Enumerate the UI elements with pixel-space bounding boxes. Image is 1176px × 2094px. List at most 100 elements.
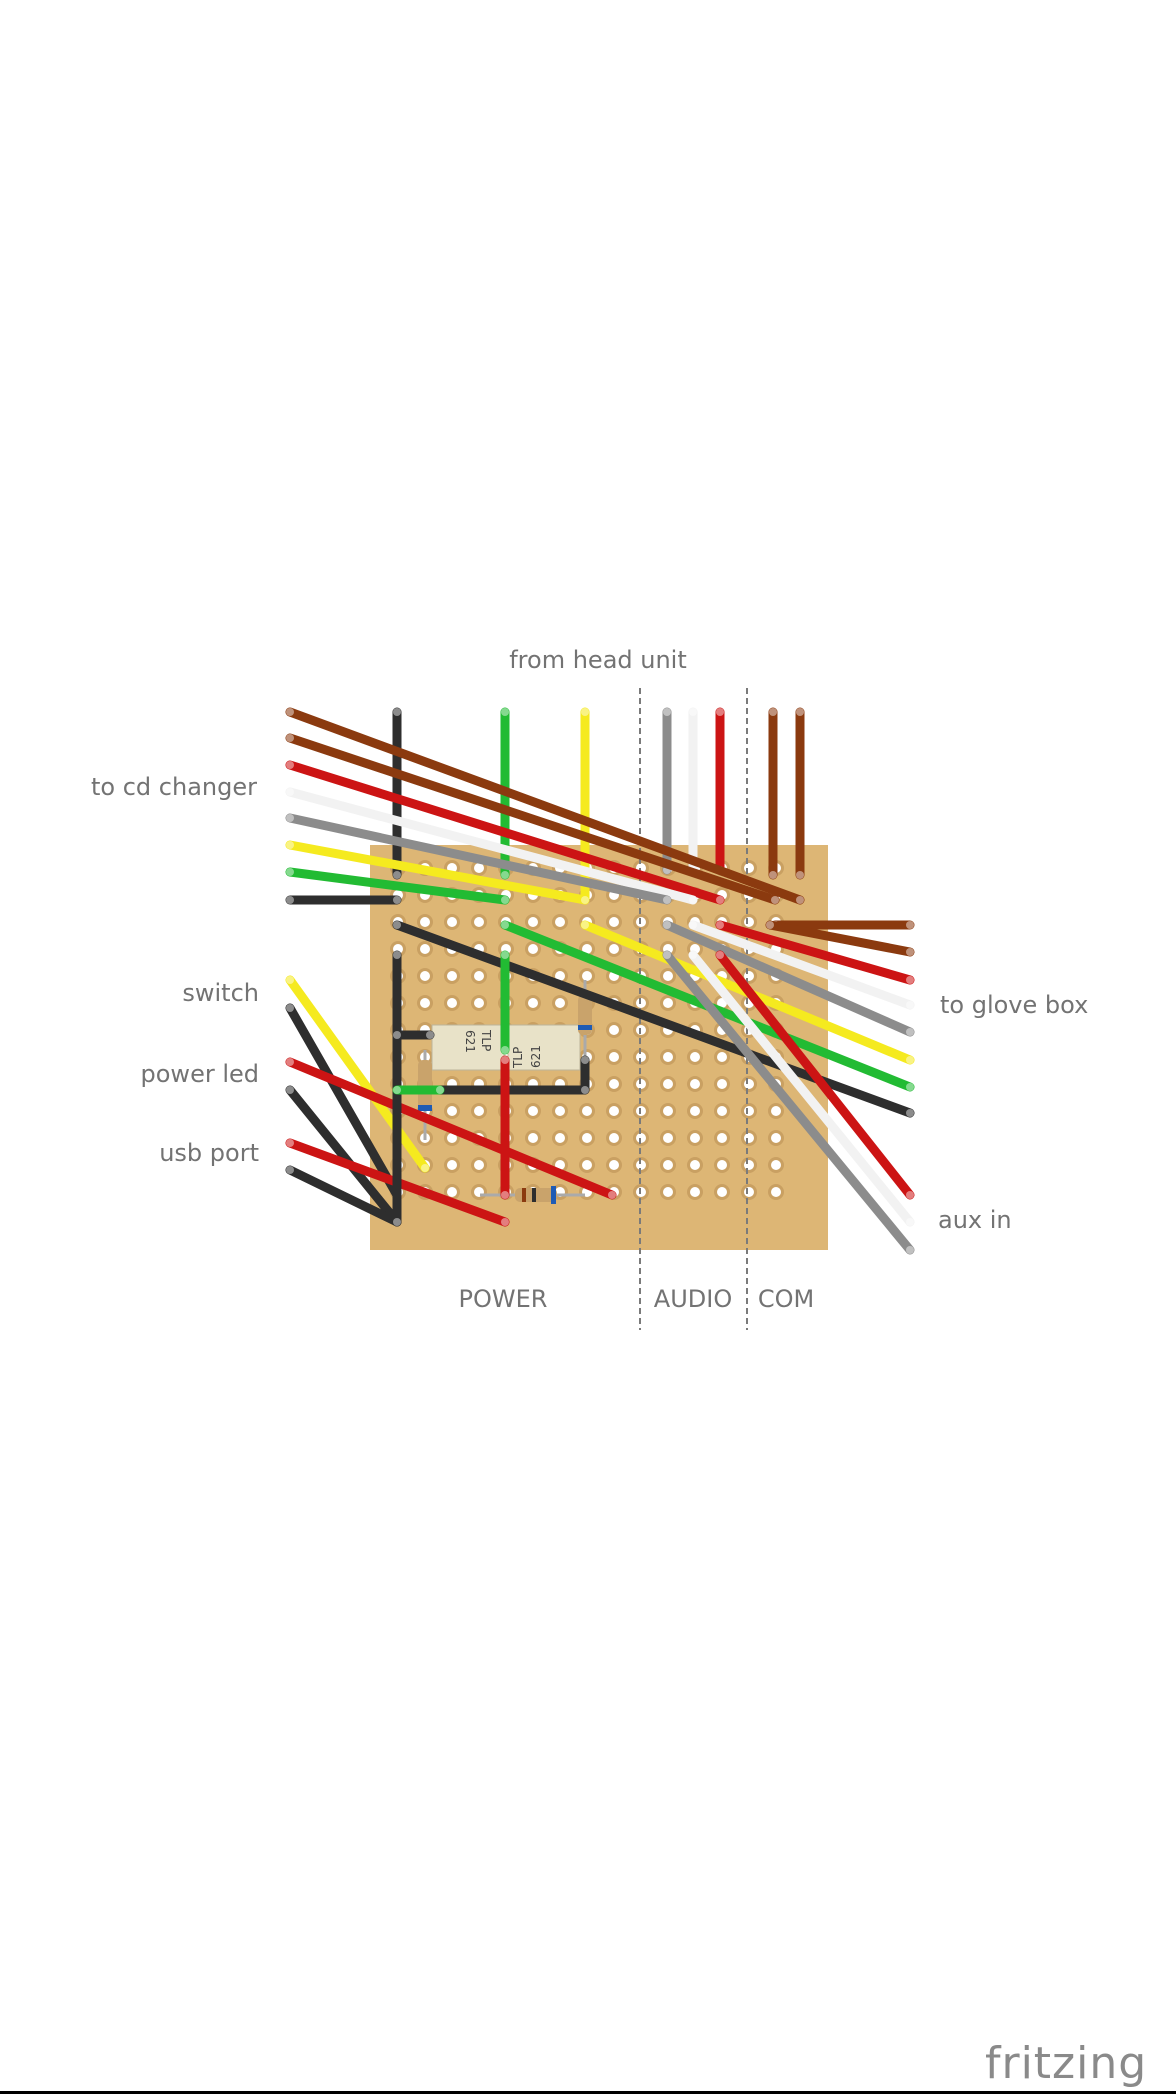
wire-end xyxy=(286,841,294,849)
wire-end xyxy=(906,1109,914,1117)
hole-center xyxy=(771,1106,781,1116)
wire-end xyxy=(906,948,914,956)
label-power-led: power led xyxy=(141,1060,259,1088)
label-aux-in: aux in xyxy=(938,1206,1012,1234)
wire-end xyxy=(689,951,697,959)
hole-center xyxy=(717,1160,727,1170)
wire-end xyxy=(663,896,671,904)
hole-center xyxy=(474,917,484,927)
hole-center xyxy=(528,944,538,954)
wire-end xyxy=(906,1001,914,1009)
hole-center xyxy=(582,1160,592,1170)
fritzing-logo: fritzing xyxy=(985,2038,1146,2089)
hole-center xyxy=(663,1079,673,1089)
label-to-glove-box: to glove box xyxy=(940,991,1088,1019)
hole-center xyxy=(609,1052,619,1062)
hole-center xyxy=(420,971,430,981)
hole-center xyxy=(420,944,430,954)
hole-center xyxy=(744,971,754,981)
hole-center xyxy=(555,917,565,927)
hole-center xyxy=(690,1133,700,1143)
wire-end xyxy=(581,708,589,716)
wire-end xyxy=(689,921,697,929)
hole-center xyxy=(555,1160,565,1170)
hole-center xyxy=(609,917,619,927)
wire-red-18 xyxy=(715,920,915,985)
wire-end xyxy=(286,708,294,716)
chip-1-label-1: TLP xyxy=(479,1029,493,1051)
wire-end xyxy=(766,921,774,929)
hole-center xyxy=(474,1160,484,1170)
hole-center xyxy=(690,1187,700,1197)
wire-end xyxy=(393,896,401,904)
hole-center xyxy=(717,1187,727,1197)
wire-end xyxy=(393,1086,401,1094)
wire-end xyxy=(906,1246,914,1254)
hole-center xyxy=(474,1106,484,1116)
wire-end xyxy=(286,734,294,742)
wire-grey-12 xyxy=(285,813,672,905)
hole-center xyxy=(744,863,754,873)
hole-center xyxy=(717,1052,727,1062)
wire-end xyxy=(286,1086,294,1094)
hole-center xyxy=(717,1079,727,1089)
wire-end xyxy=(393,708,401,716)
wire-end xyxy=(796,896,804,904)
wire-end xyxy=(501,871,509,879)
wire-grey-26 xyxy=(662,950,915,1255)
hole-center xyxy=(744,1187,754,1197)
opto-coupler-2: TLP 621 xyxy=(507,1024,581,1071)
wire-end xyxy=(906,976,914,984)
hole-center xyxy=(555,1133,565,1143)
wire-end xyxy=(501,921,509,929)
hole-center xyxy=(771,1160,781,1170)
hole-center xyxy=(582,971,592,981)
wire-end xyxy=(393,1218,401,1226)
wire-end xyxy=(393,1031,401,1039)
wire-end xyxy=(716,921,724,929)
hole-center xyxy=(582,1133,592,1143)
wire-end xyxy=(286,1166,294,1174)
hole-center xyxy=(609,1079,619,1089)
hole-center xyxy=(744,1079,754,1089)
wire-end xyxy=(689,896,697,904)
wire-end xyxy=(581,1086,589,1094)
wire-end xyxy=(769,708,777,716)
wire-end xyxy=(286,814,294,822)
hole-center xyxy=(690,1160,700,1170)
wire-end xyxy=(906,1028,914,1036)
wire-end xyxy=(906,1083,914,1091)
hole-center xyxy=(771,1187,781,1197)
hole-center xyxy=(447,917,457,927)
hole-center xyxy=(420,998,430,1008)
wire-end xyxy=(501,708,509,716)
wire-end xyxy=(286,1139,294,1147)
wire-white-25 xyxy=(688,950,915,1227)
wire-black-28 xyxy=(285,1003,402,1200)
chip-2-label-1: TLP xyxy=(511,1047,525,1069)
wire-end xyxy=(663,921,671,929)
wire-end xyxy=(286,1004,294,1012)
wires xyxy=(285,707,915,1255)
wire-end xyxy=(906,921,914,929)
wire-end xyxy=(663,951,671,959)
wire-end xyxy=(501,1191,509,1199)
wire-end xyxy=(608,1191,616,1199)
hole-center xyxy=(717,1106,727,1116)
hole-center xyxy=(609,1106,619,1116)
wire-end xyxy=(769,871,777,879)
label-switch: switch xyxy=(182,979,259,1007)
hole-center xyxy=(609,1025,619,1035)
wire-white-19 xyxy=(688,920,915,1010)
hole-center xyxy=(717,1133,727,1143)
hole-center xyxy=(636,1160,646,1170)
label-section-power: POWER xyxy=(459,1285,548,1313)
wire-yellow-27 xyxy=(285,975,430,1173)
chip-1-label-2: 621 xyxy=(463,1030,477,1053)
hole-center xyxy=(474,971,484,981)
hole-center xyxy=(771,1133,781,1143)
wire-end xyxy=(286,788,294,796)
wire-end xyxy=(796,708,804,716)
wire-end xyxy=(581,1056,589,1064)
